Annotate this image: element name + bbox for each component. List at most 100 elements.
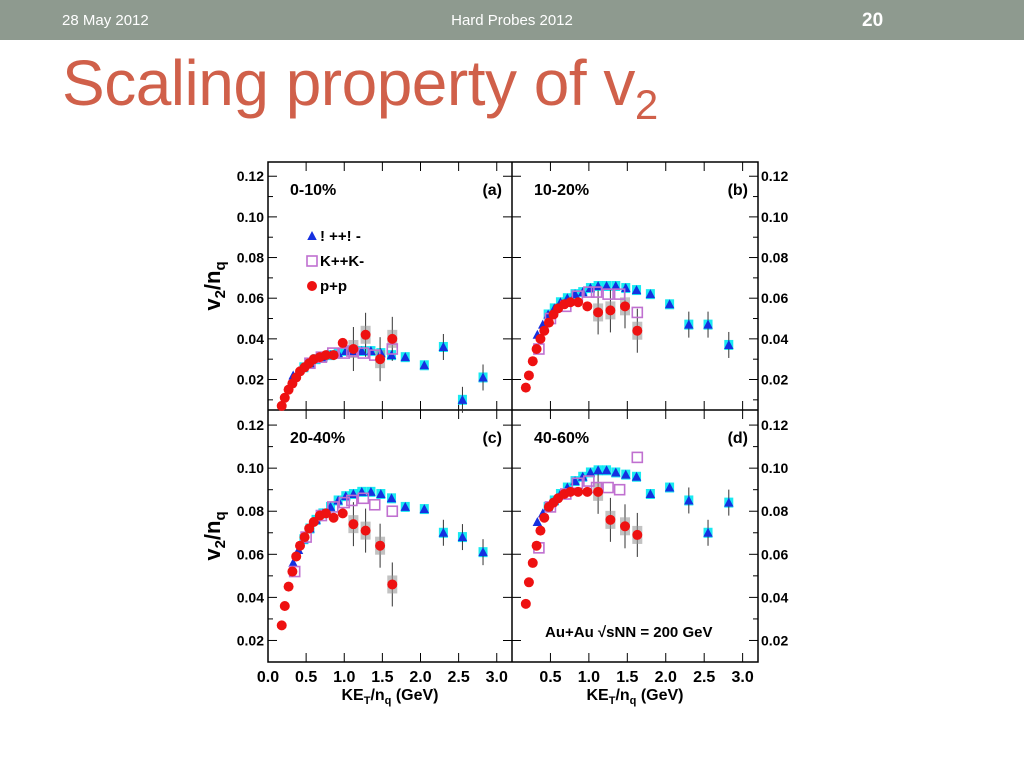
proton-point (276, 400, 287, 411)
kaon-point (338, 347, 351, 359)
pion-point (611, 467, 621, 477)
pion-point (664, 299, 675, 309)
proton-point (539, 512, 550, 523)
proton-point (605, 514, 616, 525)
y-tick-label-right: 0.06 (761, 290, 788, 306)
legend-kaon-label: K++K- (320, 253, 364, 270)
panel-label-b: (b) (728, 182, 748, 199)
y-axis-title: v2/nq (200, 261, 229, 310)
proton-point (295, 540, 306, 551)
pion-point (400, 352, 410, 362)
x-axis-title: KET/nq (GeV) (341, 687, 438, 707)
y-tick-label-right: 0.04 (761, 589, 788, 605)
proton-point (582, 486, 593, 497)
slide-title-subscript: 2 (634, 81, 658, 128)
pion-point (645, 289, 656, 299)
pion-point (631, 285, 642, 295)
proton-point (632, 325, 643, 336)
proton-point (543, 317, 554, 328)
x-tick-label: 0.0 (257, 669, 279, 686)
pion-point (664, 482, 675, 492)
y-tick-label-right: 0.08 (761, 250, 788, 266)
y-tick-label-right: 0.12 (761, 168, 788, 184)
x-tick-label: 3.0 (486, 669, 508, 686)
y-axis-title: v2/nq (200, 511, 229, 560)
kaon-point (346, 494, 358, 507)
proton-point (279, 392, 290, 403)
proton-point (520, 598, 531, 609)
y-tick-label-left: 0.10 (237, 209, 264, 225)
pion-point (438, 341, 449, 351)
pion-point (724, 497, 734, 507)
y-tick-label-left: 0.04 (237, 331, 264, 347)
kaon-point (583, 286, 595, 298)
pion-point (457, 394, 468, 404)
kaon-point (357, 347, 370, 359)
proton-point (276, 620, 287, 631)
y-tick-label-right: 0.02 (761, 632, 788, 648)
proton-point (523, 370, 534, 381)
proton-point (620, 521, 631, 532)
proton-point (565, 297, 576, 308)
pion-point (438, 527, 449, 537)
proton-point (387, 579, 398, 590)
x-tick-label: 1.0 (333, 669, 355, 686)
slide-title: Scaling property of v2 (62, 46, 658, 129)
proton-point (620, 301, 631, 312)
y-tick-label-right: 0.06 (761, 546, 788, 562)
legend-proton-label: p+p (320, 278, 347, 295)
pion-point (724, 339, 734, 349)
pion-point (376, 489, 386, 498)
v2-scaling-figure: 0.12 0.120.10 0.100.08 0.080.06 0.060.04 0.04… (200, 161, 788, 707)
proton-point (287, 566, 298, 577)
y-tick-label-right: 0.08 (761, 503, 788, 519)
pion-point (288, 557, 298, 567)
y-tick-label-left: 0.02 (237, 372, 264, 388)
proton-point (375, 540, 386, 551)
proton-point (375, 354, 386, 365)
proton-point (279, 601, 290, 611)
x-tick-label: 2.5 (448, 669, 470, 686)
y-tick-label-left: 0.06 (237, 546, 264, 562)
pion-point (703, 319, 713, 329)
kaon-point (613, 288, 626, 300)
proton-point (283, 581, 294, 592)
kaon-point (631, 451, 644, 464)
proton-point (348, 344, 359, 355)
y-tick-label-left: 0.08 (237, 503, 264, 519)
pion-point (386, 493, 397, 503)
proton-point (535, 333, 546, 344)
proton-point (520, 382, 531, 393)
kaon-point (357, 492, 370, 505)
page-number: 20 (862, 10, 884, 31)
proton-point (573, 297, 584, 308)
proton-point (348, 519, 359, 530)
panel-label-d: (d) (728, 430, 748, 447)
x-tick-label: 1.5 (616, 669, 638, 686)
kaon-point (386, 343, 399, 355)
kaon-point (386, 505, 399, 518)
pion-point (585, 467, 596, 477)
pion-point (703, 527, 713, 537)
centrality-label-d: 40-60% (534, 430, 589, 447)
centrality-label-b: 10-20% (534, 182, 589, 199)
legend-pion-label: ! ++! - (320, 228, 361, 245)
legend-proton-marker (307, 281, 317, 291)
pion-point (457, 532, 468, 542)
x-tick-label: 2.0 (409, 669, 431, 686)
proton-point (360, 525, 371, 536)
x-axis-title: KET/nq (GeV) (586, 687, 683, 707)
proton-point (328, 350, 339, 361)
proton-point (337, 508, 348, 519)
panel-label-a: (a) (482, 182, 502, 199)
y-tick-label-left: 0.12 (237, 417, 264, 433)
proton-point (527, 557, 538, 568)
pion-point (478, 372, 488, 382)
pion-point (601, 465, 612, 475)
proton-point (360, 329, 371, 340)
x-tick-label: 2.0 (655, 669, 677, 686)
kaon-point (602, 481, 614, 494)
proton-point (531, 344, 542, 355)
pion-point (684, 495, 694, 505)
x-tick-label: 0.5 (295, 669, 317, 686)
